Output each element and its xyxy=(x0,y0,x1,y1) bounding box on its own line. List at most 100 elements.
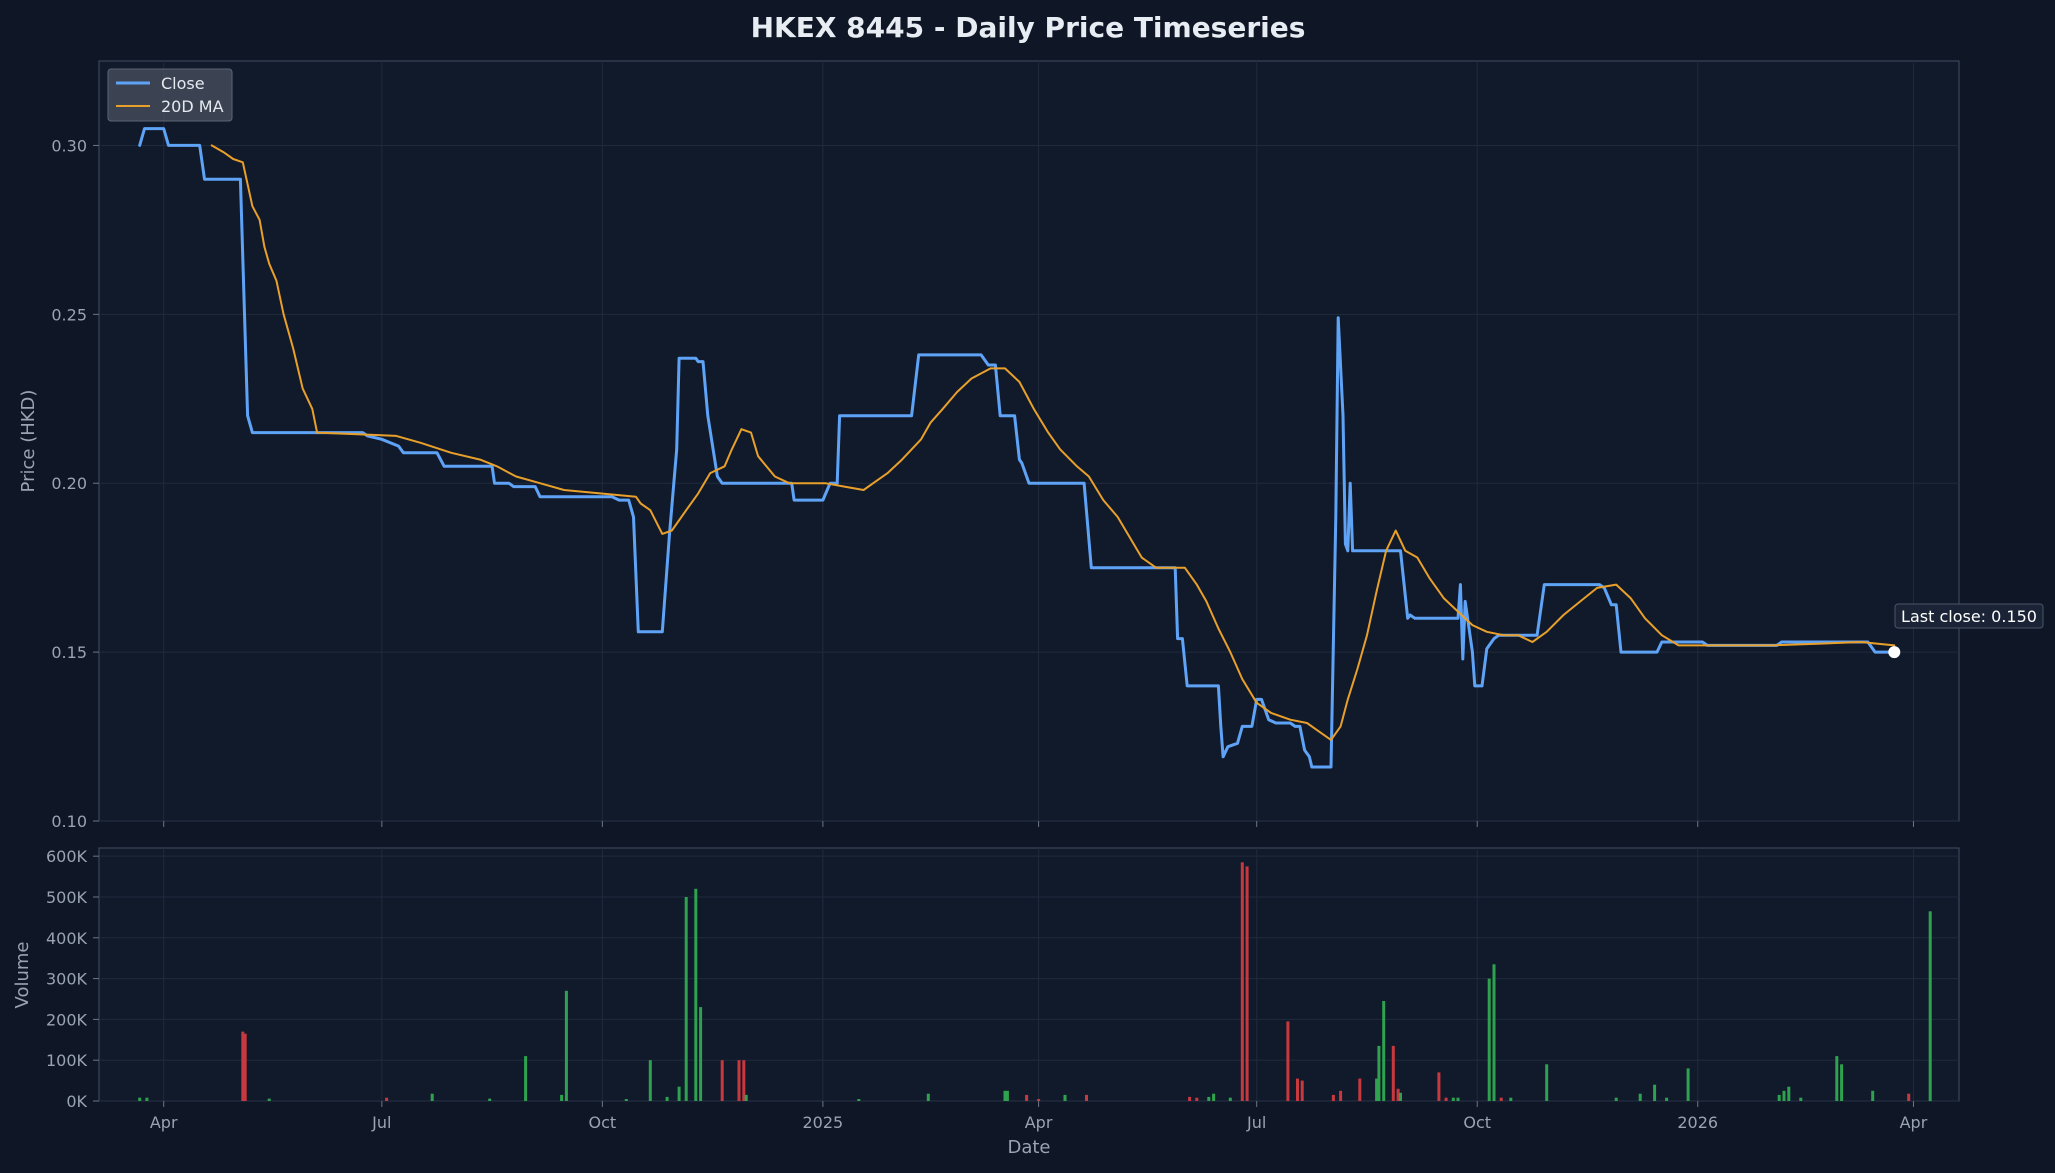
volume-bar xyxy=(1339,1090,1343,1101)
volume-bar xyxy=(1396,1088,1400,1101)
volume-bar xyxy=(1300,1080,1304,1101)
volume-bar xyxy=(1286,1021,1290,1101)
price-y-axis-label: Price (HKD) xyxy=(18,390,39,493)
volume-bar xyxy=(1005,1090,1009,1101)
volume-y-tick-label: 300K xyxy=(46,970,88,989)
ma20-line xyxy=(210,144,1896,741)
volume-bar xyxy=(1085,1094,1088,1101)
volume-x-ticks: Apr Jul Oct 2025 Apr Jul Oct 2026 Apr xyxy=(150,1101,1928,1132)
volume-bar xyxy=(1375,1078,1379,1101)
x-tick-label: Apr xyxy=(1900,1113,1928,1132)
volume-bar xyxy=(560,1094,564,1101)
volume-bar xyxy=(524,1056,528,1101)
ma20-series xyxy=(210,144,1896,741)
volume-bar xyxy=(488,1098,492,1101)
volume-bar xyxy=(267,1098,271,1101)
x-tick-label: Apr xyxy=(150,1113,178,1132)
volume-bar xyxy=(1195,1097,1199,1101)
volume-bar xyxy=(1777,1094,1781,1101)
volume-bars xyxy=(138,862,1932,1102)
volume-bar xyxy=(385,1097,389,1101)
volume-bar xyxy=(720,1060,724,1101)
volume-bar xyxy=(1871,1090,1875,1101)
last-close-label: Last close: 0.150 xyxy=(1901,607,2037,626)
volume-bar xyxy=(1509,1097,1513,1101)
volume-y-axis-label: Volume xyxy=(12,942,33,1009)
volume-bar xyxy=(857,1099,861,1101)
volume-bar xyxy=(1003,1090,1007,1101)
volume-bar xyxy=(737,1060,741,1101)
legend-label-close: Close xyxy=(161,74,205,93)
price-y-tick-label: 0.20 xyxy=(51,474,87,493)
volume-bar xyxy=(1037,1099,1041,1101)
volume-bar xyxy=(1456,1097,1460,1101)
volume-bar xyxy=(1928,911,1932,1102)
volume-bar xyxy=(648,1060,652,1101)
x-tick-label: 2025 xyxy=(803,1113,844,1132)
volume-bar xyxy=(1240,862,1244,1101)
last-close-dot xyxy=(1888,646,1901,659)
volume-bar xyxy=(624,1099,628,1101)
legend: Close 20D MA xyxy=(107,68,233,122)
volume-bar xyxy=(1782,1090,1786,1101)
volume-bar xyxy=(1025,1094,1029,1101)
volume-bar xyxy=(1451,1097,1455,1101)
volume-bar xyxy=(1377,1045,1381,1101)
volume-bar xyxy=(1492,964,1496,1101)
volume-bar xyxy=(1331,1094,1335,1101)
volume-bar xyxy=(699,1007,703,1101)
volume-bar xyxy=(1638,1093,1642,1101)
volume-bar xyxy=(1212,1093,1216,1101)
volume-bar xyxy=(744,1094,748,1101)
volume-bar xyxy=(1391,1045,1395,1101)
volume-bar xyxy=(926,1093,930,1101)
price-panel: 0.10 0.15 0.20 0.25 0.30 Last close: 0.150 P… xyxy=(18,60,2044,831)
volume-bar xyxy=(1686,1068,1690,1101)
legend-label-ma: 20D MA xyxy=(161,97,224,116)
x-tick-label: 2026 xyxy=(1677,1113,1718,1132)
close-series xyxy=(138,127,1896,769)
volume-bar xyxy=(1245,866,1249,1101)
volume-y-tick-label: 500K xyxy=(46,888,88,907)
volume-bar xyxy=(1653,1084,1657,1101)
volume-bar xyxy=(1499,1097,1503,1101)
volume-y-ticks: 0K 100K 200K 300K 400K 500K 600K xyxy=(46,847,99,1111)
price-x-ticks xyxy=(163,821,1914,827)
x-tick-label: Oct xyxy=(589,1113,617,1132)
volume-bar xyxy=(1399,1092,1402,1101)
volume-bar xyxy=(1063,1094,1067,1101)
volume-bar xyxy=(1437,1072,1441,1101)
volume-bar xyxy=(677,1086,681,1101)
volume-bar xyxy=(241,1031,245,1101)
volume-bar xyxy=(1787,1086,1791,1101)
close-line xyxy=(138,127,1896,769)
volume-y-tick-label: 0K xyxy=(66,1092,87,1111)
volume-bar xyxy=(243,1033,247,1101)
price-y-tick-label: 0.10 xyxy=(51,812,87,831)
x-tick-label: Jul xyxy=(1246,1113,1266,1132)
volume-bar xyxy=(694,888,698,1101)
volume-bar xyxy=(145,1097,149,1101)
volume-bar xyxy=(430,1093,434,1101)
x-tick-label: Jul xyxy=(371,1113,391,1132)
volume-bar xyxy=(1665,1097,1669,1101)
volume-bar xyxy=(1207,1096,1211,1101)
volume-bar xyxy=(1296,1078,1299,1101)
volume-y-tick-label: 400K xyxy=(46,929,88,948)
price-plot-area xyxy=(98,60,1960,822)
volume-bar xyxy=(665,1096,669,1101)
volume-bar xyxy=(1444,1097,1448,1101)
volume-bar xyxy=(1799,1097,1803,1101)
volume-bar xyxy=(1487,978,1491,1101)
price-y-tick-label: 0.15 xyxy=(51,643,87,662)
volume-grid xyxy=(99,848,1959,1102)
volume-plot-area xyxy=(98,847,1960,1102)
last-close-marker: Last close: 0.150 xyxy=(1888,603,2044,659)
volume-bar xyxy=(742,1060,746,1101)
chart-title: HKEX 8445 - Daily Price Timeseries xyxy=(751,11,1306,44)
volume-bar xyxy=(1188,1096,1192,1101)
volume-bar xyxy=(564,990,568,1101)
x-axis-label: Date xyxy=(1007,1137,1050,1158)
x-tick-label: Oct xyxy=(1463,1113,1491,1132)
